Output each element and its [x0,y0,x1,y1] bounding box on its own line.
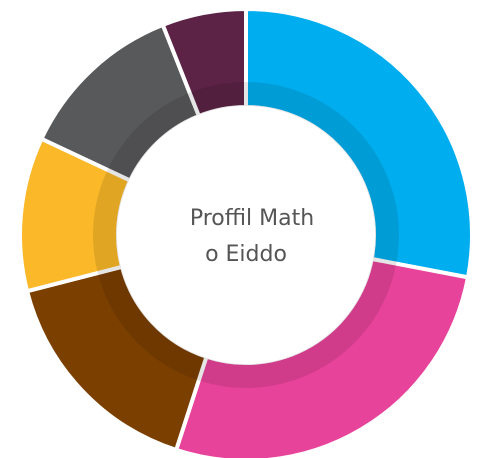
center-title: o Eiddo [205,242,287,267]
donut [18,6,474,458]
center-title: Proffil Math [190,206,314,231]
donut-hole [117,106,375,364]
inner-shade [93,82,399,388]
